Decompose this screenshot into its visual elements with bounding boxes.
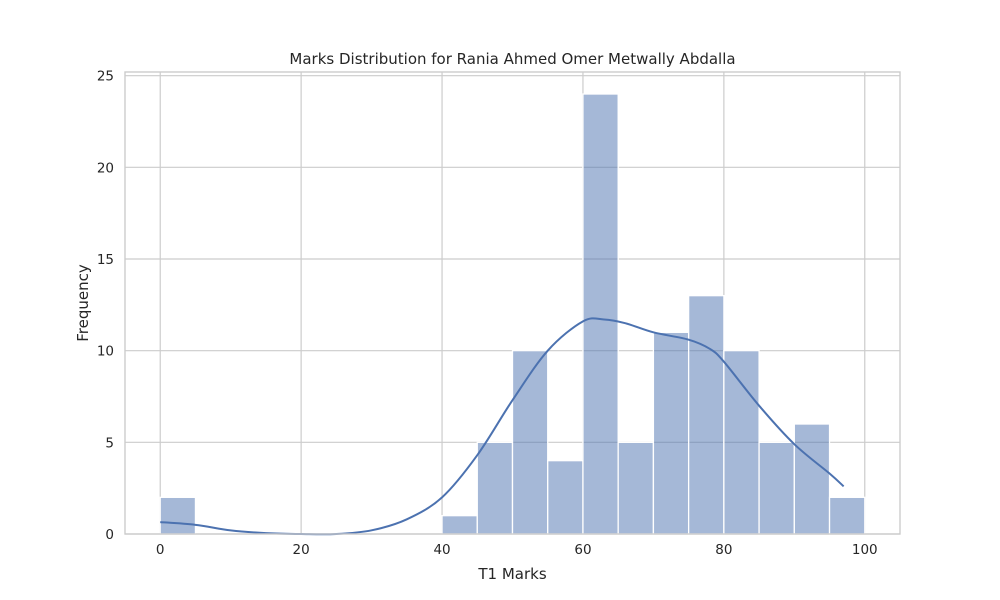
histogram-bar [511, 350, 549, 535]
histogram-bar [758, 441, 795, 535]
histogram-bar [687, 295, 725, 535]
y-tick-label: 25 [97, 69, 114, 85]
histogram-bar [476, 441, 514, 535]
x-tick-label: 40 [433, 542, 450, 558]
y-tick-label: 10 [97, 344, 114, 360]
x-axis-label: T1 Marks [477, 565, 546, 583]
histogram-bar [793, 423, 831, 535]
x-tick-label: 80 [715, 542, 732, 558]
x-tick-label: 100 [852, 542, 878, 558]
y-tick-label: 0 [105, 527, 114, 543]
histogram-bar [547, 460, 584, 535]
x-tick-label: 20 [293, 542, 310, 558]
y-tick-label: 20 [97, 160, 114, 176]
histogram-bar [723, 350, 760, 535]
histogram-bar [828, 496, 866, 535]
histogram-bar [617, 441, 655, 535]
histogram-bar [441, 515, 478, 535]
histogram-bar [582, 93, 619, 535]
x-tick-label: 60 [574, 542, 591, 558]
histogram-bar [159, 496, 197, 535]
y-axis-label: Frequency [74, 264, 92, 342]
histogram-bars [159, 93, 866, 535]
x-tick-label: 0 [156, 542, 165, 558]
histogram-bar [652, 331, 690, 535]
chart-title: Marks Distribution for Rania Ahmed Omer … [289, 50, 735, 68]
plot-frame [124, 71, 901, 535]
y-tick-labels: 0 5 10 15 20 25 [97, 69, 114, 543]
y-tick-label: 15 [97, 252, 114, 268]
y-tick-label: 5 [105, 435, 114, 451]
x-tick-labels: 0 20 40 60 80 100 [156, 542, 878, 558]
